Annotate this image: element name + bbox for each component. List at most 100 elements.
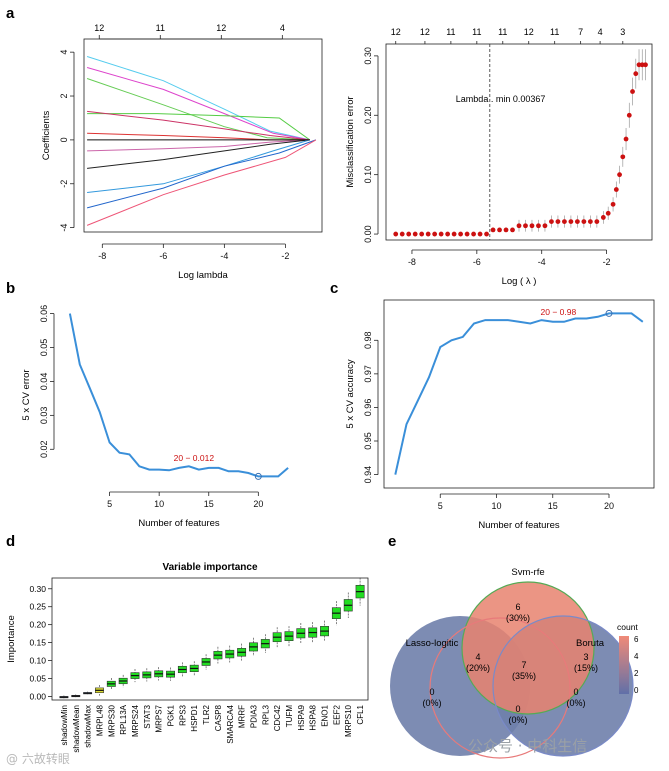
y-tick-label: 0.00	[29, 691, 46, 701]
plot-frame	[383, 299, 655, 489]
region-pct: (20%)	[466, 663, 490, 673]
y-tick-label: 0.06	[39, 305, 49, 323]
cv-point	[620, 154, 626, 160]
panel-label-a: a	[6, 5, 15, 22]
x-tick-label: 5	[438, 501, 443, 511]
top-tick-label: 4	[598, 27, 603, 37]
category-label: MRPS7	[155, 704, 164, 732]
cv-point	[568, 219, 574, 224]
legend-tick: 4	[634, 652, 639, 661]
plot-title: Variable importance	[162, 562, 257, 573]
cv-point	[393, 231, 399, 237]
region-count: 0	[515, 704, 520, 714]
region-pct: (15%)	[574, 663, 598, 673]
cv-point	[406, 231, 412, 237]
top-tick-label: 4	[280, 23, 285, 33]
legend-tick: 2	[634, 669, 639, 678]
category-label: MRPS24	[131, 704, 140, 737]
category-label: MRPS10	[344, 704, 353, 737]
category-label: CDC42	[273, 704, 282, 731]
cv-point	[613, 187, 619, 192]
category-label: ENO1	[321, 704, 330, 726]
coefficient-path	[87, 139, 310, 169]
boruta-importance-plot: Variable importance 0.00 0.05 0.10 0.15 0.20 0…	[6, 562, 369, 753]
x-axis-label: Log ( λ )	[502, 276, 537, 287]
x-tick-label: 10	[154, 499, 164, 509]
region-count: 0	[429, 687, 434, 697]
top-tick-label: 12	[420, 27, 430, 37]
cv-point	[445, 231, 451, 237]
y-tick-label: 0.30	[363, 47, 373, 65]
cv-point	[432, 231, 438, 237]
legend-tick: 0	[634, 686, 639, 695]
category-label: CFL1	[356, 704, 365, 724]
y-axis-label: 5 x CV accuracy	[345, 359, 356, 428]
panel-label-d: d	[6, 533, 15, 550]
coefficient-path	[87, 139, 310, 152]
panel-label-b: b	[6, 280, 15, 297]
y-tick-label: 0.05	[29, 673, 46, 683]
y-tick-label: 0.96	[363, 399, 373, 417]
x-tick-label: 20	[253, 499, 263, 509]
cv-point	[477, 231, 483, 237]
watermark-left: @ 六故转眼	[6, 752, 70, 766]
y-tick-label: 0.20	[29, 620, 46, 630]
min-annotation: 20 − 0.012	[174, 453, 215, 463]
cv-point	[510, 227, 515, 233]
category-label: shadowMax	[84, 705, 93, 748]
category-label: MRPL48	[95, 704, 104, 736]
category-label: PGK1	[167, 704, 176, 726]
boruta-outline	[492, 615, 634, 757]
cv-point	[555, 219, 561, 224]
lasso-cv-plot: -8 -6 -4 -2 0.00 0.10 0.20 0.30 Log ( λ ) Misclas…	[345, 27, 653, 287]
region-count: 4	[475, 652, 480, 662]
category-label: SMARCA4	[226, 704, 235, 743]
y-tick-label: 0.15	[29, 638, 46, 648]
legend-colorbar	[619, 636, 629, 694]
cv-point	[536, 223, 541, 229]
x-tick-label: -2	[281, 251, 289, 261]
cv-point	[412, 231, 418, 237]
y-tick-label: 0.02	[39, 441, 49, 459]
top-tick-label: 11	[156, 23, 165, 33]
category-label: TUFM	[285, 705, 294, 728]
coefficient-path	[86, 139, 317, 226]
y-axis-label: Importance	[6, 615, 17, 663]
category-label: MRPS30	[107, 704, 116, 737]
lasso-circle	[429, 617, 571, 759]
accuracy-line	[394, 312, 644, 475]
region-count: 6	[515, 602, 520, 612]
top-tick-label: 11	[550, 27, 559, 37]
top-tick-label: 11	[472, 27, 481, 37]
x-tick-label: 15	[548, 501, 558, 511]
top-tick-label: 12	[391, 27, 401, 37]
coefficient-path	[86, 78, 310, 141]
cv-point	[425, 231, 431, 237]
top-tick-label: 3	[620, 27, 625, 37]
lasso-coefficient-plot: -8 -6 -4 -2 -4 -2 0 2 4 Log lambda Coefficients 12 1…	[41, 23, 323, 281]
region-pct: (0%)	[422, 698, 441, 708]
x-tick-label: -6	[159, 251, 167, 261]
x-tick-label: -8	[408, 257, 416, 267]
y-tick-label: 0	[59, 137, 69, 142]
cv-point	[630, 89, 635, 94]
category-label: CASP8	[214, 704, 223, 731]
top-tick-label: 7	[578, 27, 583, 37]
y-tick-label: 2	[59, 94, 69, 99]
cv-point	[484, 231, 489, 237]
panel-label-e: e	[388, 533, 396, 550]
region-pct: (35%)	[512, 671, 536, 681]
category-label: STAT3	[143, 704, 152, 728]
y-tick-label: 0.94	[363, 466, 373, 484]
x-axis-label: Number of features	[138, 518, 220, 529]
cv-point	[587, 219, 593, 224]
x-tick-label: -6	[473, 257, 481, 267]
set-label-boruta: Boruta	[576, 638, 605, 649]
x-tick-label: 20	[604, 501, 614, 511]
category-label: shadowMin	[60, 705, 69, 745]
top-tick-label: 11	[446, 27, 455, 37]
y-axis-label: 5 x CV error	[21, 369, 32, 420]
cv-point	[490, 227, 496, 233]
category-label: RPS3	[178, 704, 187, 725]
